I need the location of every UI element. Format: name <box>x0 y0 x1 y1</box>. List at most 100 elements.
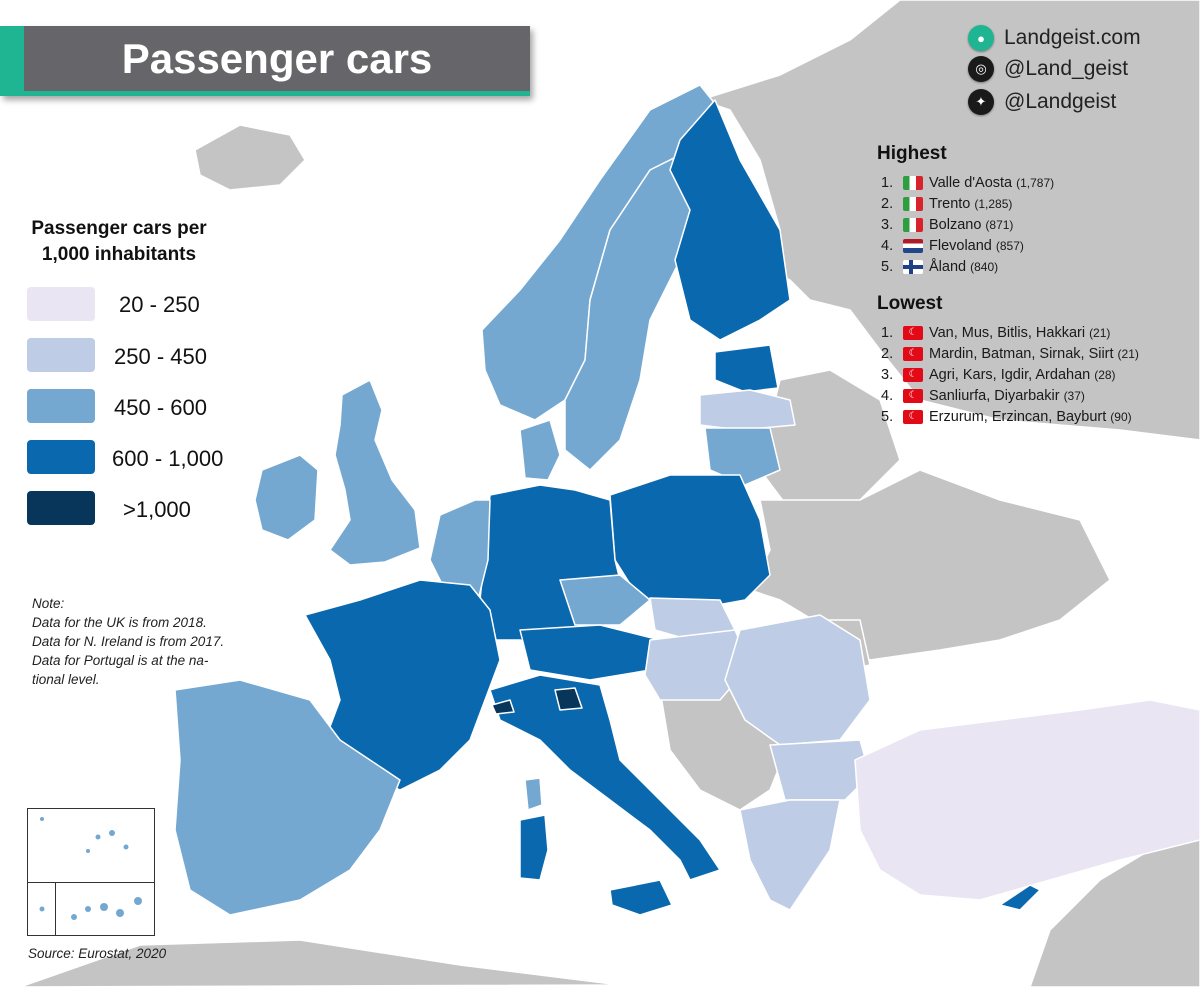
region-great-britain <box>329 379 421 566</box>
legend-title: Passenger cars per 1,000 inhabitants <box>12 216 226 268</box>
brand-twitter[interactable]: ✦ @Landgeist <box>968 89 1116 115</box>
region-value: (21) <box>1089 325 1111 340</box>
list-item: 2. Trento (1,285) <box>881 193 1054 214</box>
legend-swatch-3 <box>27 440 95 474</box>
netherlands-flag-icon <box>903 238 923 253</box>
italy-flag-icon <box>903 175 923 190</box>
page-title: Passenger cars <box>121 35 433 82</box>
legend-label-2: 450 - 600 <box>114 395 207 420</box>
region-name: Mardin, Batman, Sirnak, Siirt <box>929 345 1114 362</box>
region-name: Agri, Kars, Igdir, Ardahan <box>929 366 1091 383</box>
brand-instagram-label: @Land_geist <box>1004 57 1129 80</box>
legend-swatch-0 <box>27 287 95 321</box>
region-lithuania <box>704 427 781 486</box>
region-value: (871) <box>985 217 1014 232</box>
region-value: (90) <box>1110 409 1132 424</box>
rank-number: 2. <box>881 195 894 212</box>
region-value: (840) <box>970 259 999 274</box>
region-romania <box>724 614 871 746</box>
region-value: (21) <box>1117 346 1139 361</box>
rank-number: 4. <box>881 237 894 254</box>
brand-twitter-label: @Landgeist <box>1004 90 1117 113</box>
inset-azores-madeira <box>27 808 155 884</box>
title-banner <box>0 26 530 96</box>
rank-number: 2. <box>881 345 894 362</box>
region-france <box>304 579 501 791</box>
note-lines: Data for the UK is from 2018. Data for N… <box>32 615 225 687</box>
legend-title-line2: 1,000 inhabitants <box>41 244 197 265</box>
region-value: (37) <box>1063 388 1085 403</box>
lowest-heading: Lowest <box>877 293 943 314</box>
region-name: Trento <box>929 195 971 212</box>
rank-number: 3. <box>881 366 894 383</box>
title-accent-bottom <box>24 91 530 96</box>
region-greece <box>739 799 841 911</box>
instagram-icon: ◎ <box>968 56 994 82</box>
region-russia <box>699 0 1200 441</box>
region-finland <box>669 99 791 341</box>
list-item: 4. ☾ Sanliurfa, Diyarbakir (37) <box>881 385 1139 406</box>
finland-flag-icon <box>903 259 923 274</box>
inset-small-island <box>27 882 57 936</box>
italy-flag-icon <box>903 196 923 211</box>
rank-number: 5. <box>881 258 894 275</box>
list-item: 2. ☾ Mardin, Batman, Sirnak, Siirt (21) <box>881 343 1139 364</box>
turkey-flag-icon: ☾ <box>903 388 923 403</box>
region-sardinia <box>519 814 549 881</box>
region-cyprus <box>999 884 1041 911</box>
rank-number: 5. <box>881 408 894 425</box>
legend-swatch-4 <box>27 491 95 525</box>
region-sweden <box>564 149 701 471</box>
turkey-flag-icon: ☾ <box>903 367 923 382</box>
turkey-flag-icon: ☾ <box>903 409 923 424</box>
highest-heading: Highest <box>877 143 947 164</box>
inset-islands-canary <box>71 897 142 920</box>
list-item: 3. Bolzano (871) <box>881 214 1054 235</box>
list-item: 5. Åland (840) <box>881 256 1054 277</box>
globe-icon: ● <box>968 25 994 51</box>
turkey-flag-icon: ☾ <box>903 325 923 340</box>
region-czechia <box>559 574 651 626</box>
region-austria <box>519 624 661 681</box>
legend-label-3: 600 - 1,000 <box>112 446 224 471</box>
inset-islands-top <box>40 817 129 853</box>
list-item: 5. ☾ Erzurum, Erzincan, Bayburt (90) <box>881 406 1139 427</box>
region-ireland <box>254 454 319 541</box>
turkey-flag-icon: ☾ <box>903 346 923 361</box>
region-name: Erzurum, Erzincan, Bayburt <box>929 408 1107 425</box>
list-item: 4. Flevoland (857) <box>881 235 1054 256</box>
region-name: Bolzano <box>929 216 982 233</box>
region-hungary <box>644 629 751 701</box>
legend-label-0: 20 - 250 <box>119 292 200 317</box>
italy-flag-icon <box>903 217 923 232</box>
inset-canary-islands <box>55 882 155 936</box>
region-name: Van, Mus, Bitlis, Hakkari <box>929 324 1086 341</box>
region-iceland <box>194 124 306 191</box>
list-item: 3. ☾ Agri, Kars, Igdir, Ardahan (28) <box>881 364 1139 385</box>
region-value: (1,787) <box>1016 175 1055 190</box>
region-benelux <box>429 499 491 601</box>
legend-label-1: 250 - 450 <box>114 344 207 369</box>
region-north-africa <box>19 939 621 987</box>
rank-number: 1. <box>881 324 894 341</box>
region-poland <box>609 474 771 611</box>
inset-islands-small <box>39 906 45 912</box>
note-heading: Note: <box>32 596 65 611</box>
region-corsica <box>524 777 543 811</box>
legend-title-line1: Passenger cars per <box>31 218 207 239</box>
source-credit: Source: Eurostat, 2020 <box>28 946 167 961</box>
region-sicily <box>609 879 673 916</box>
region-italy <box>489 674 721 881</box>
note: Note: Data for the UK is from 2018. Data… <box>32 594 262 689</box>
region-latvia <box>699 389 796 431</box>
list-item: 1. ☾ Van, Mus, Bitlis, Hakkari (21) <box>881 322 1139 343</box>
region-trento <box>554 687 583 711</box>
region-belarus <box>759 369 901 511</box>
brand-instagram[interactable]: ◎ @Land_geist <box>968 56 1128 82</box>
region-value: (28) <box>1094 367 1116 382</box>
brand-website[interactable]: ● Landgeist.com <box>968 25 1141 51</box>
region-iberia <box>174 679 401 916</box>
region-name: Flevoland <box>929 237 992 254</box>
twitter-icon: ✦ <box>968 89 994 115</box>
